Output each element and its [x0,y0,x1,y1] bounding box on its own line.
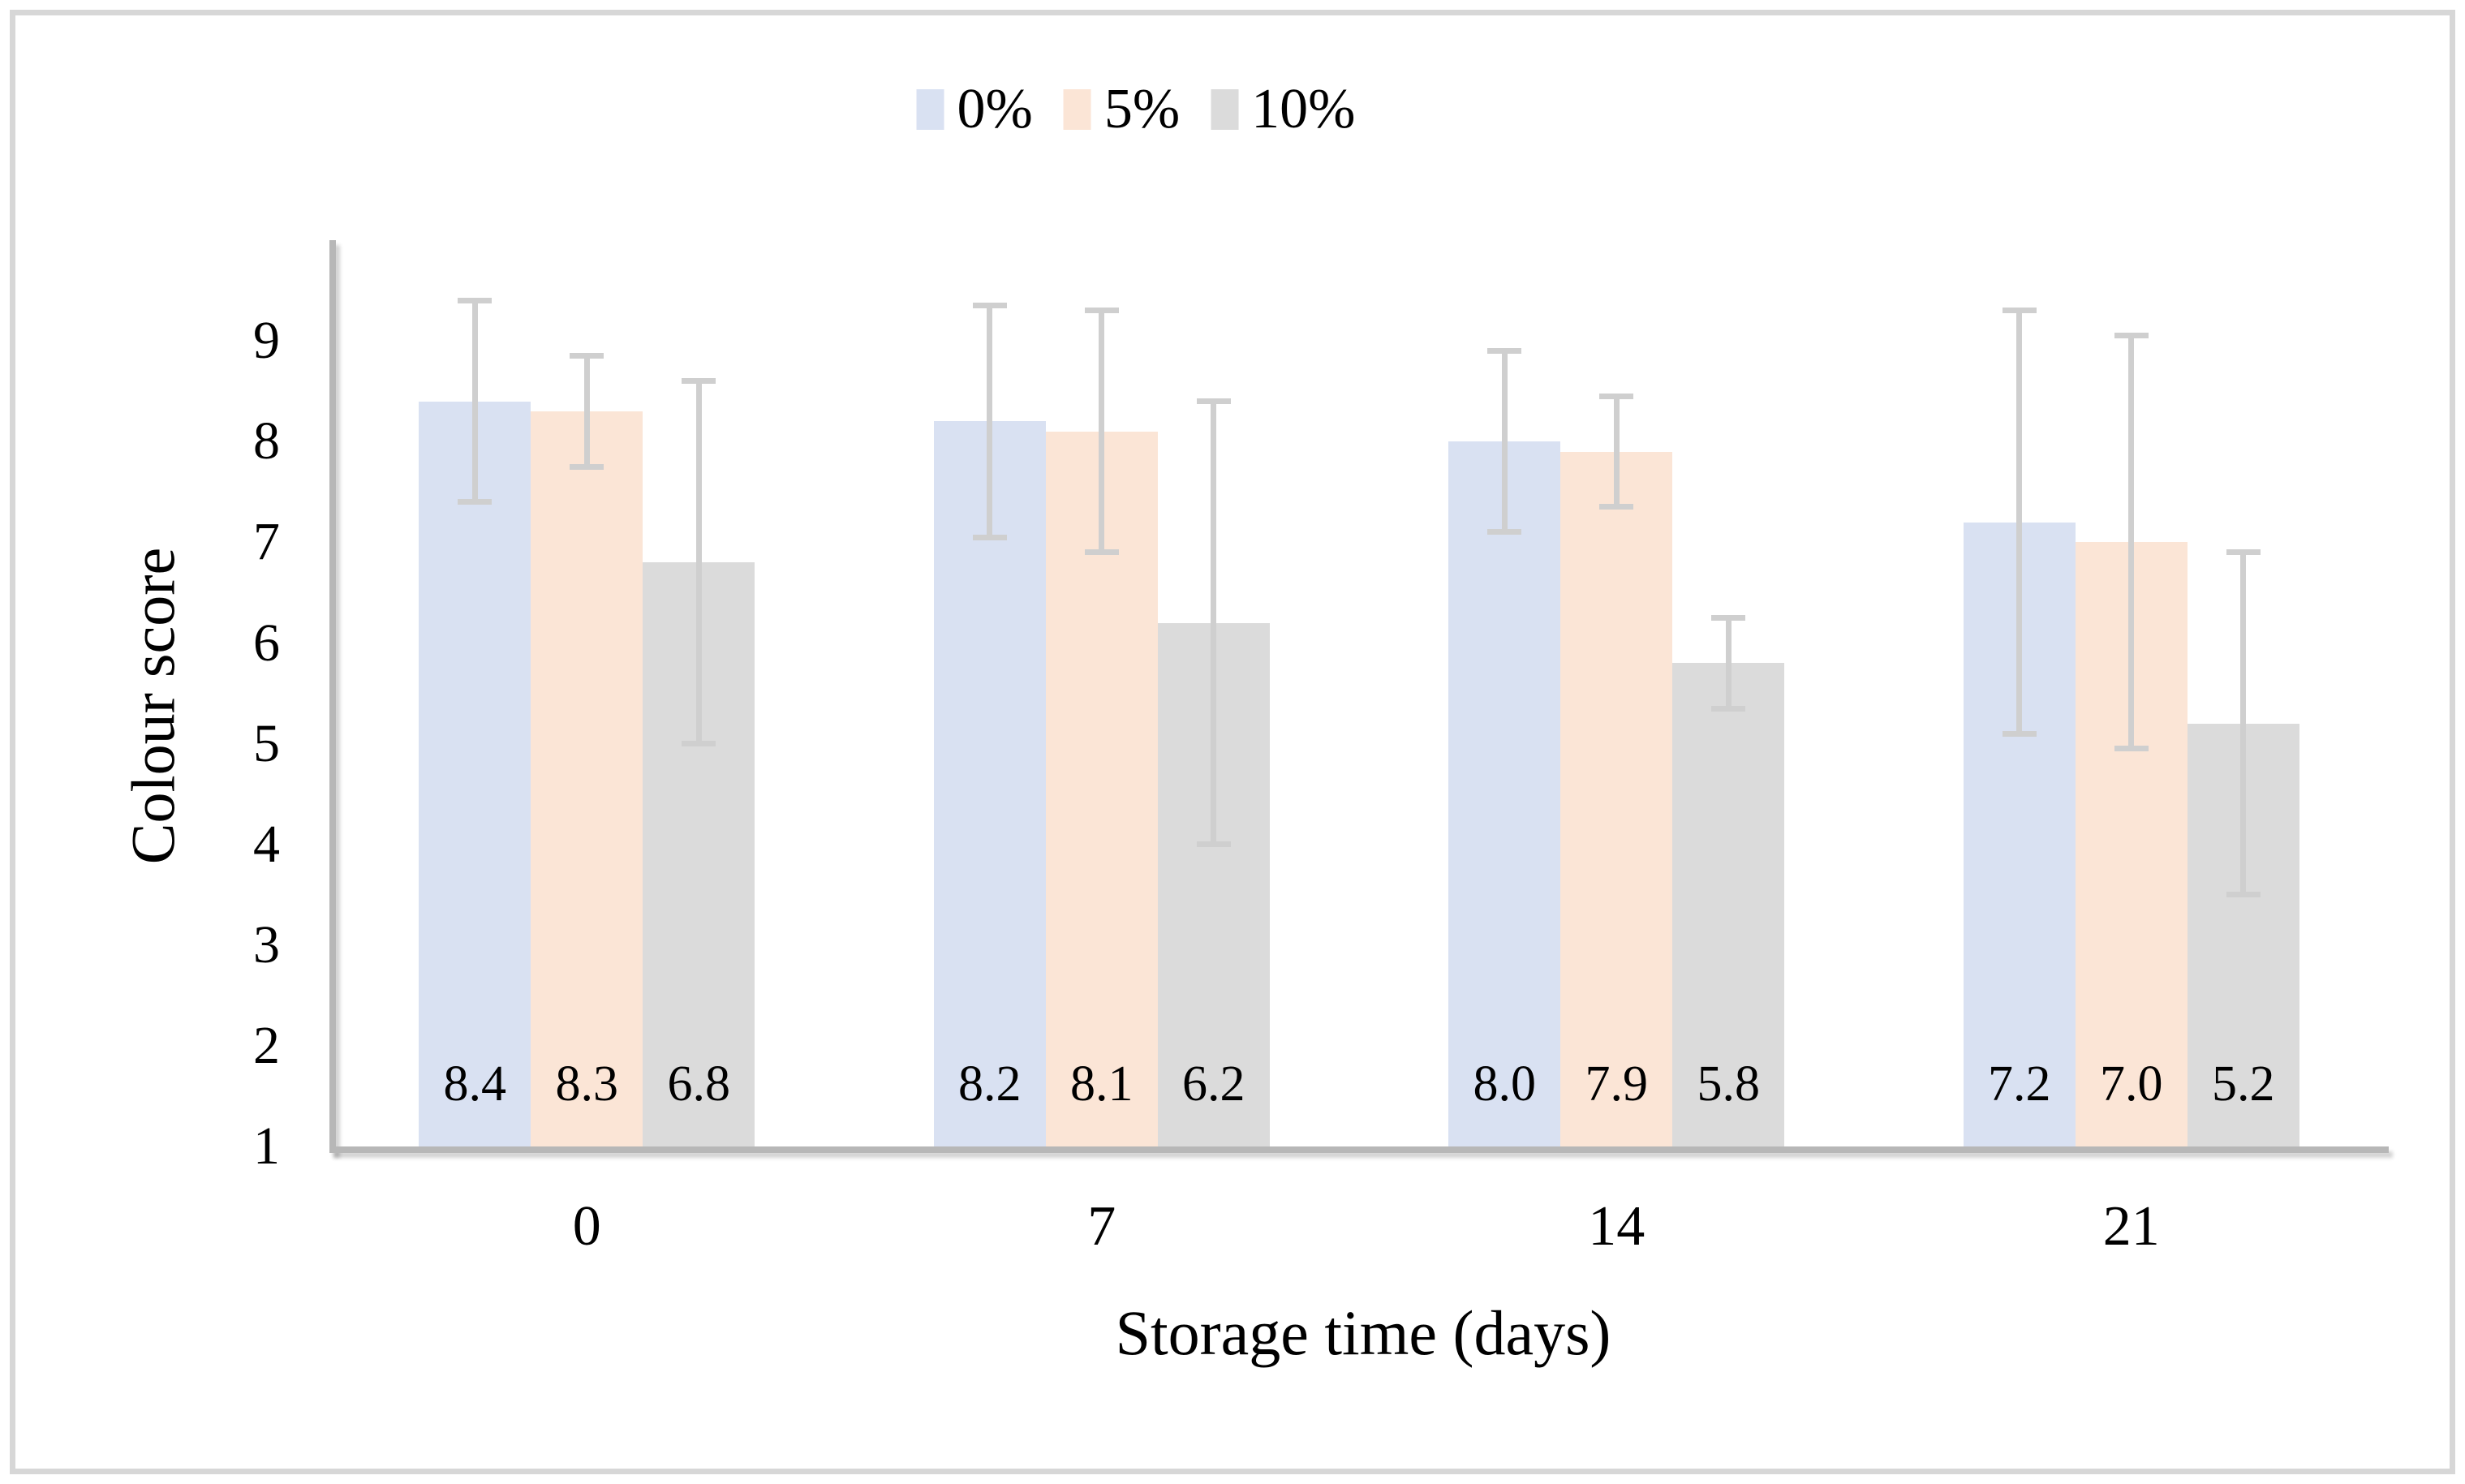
error-bar-0%-day0 [471,300,478,502]
data-label-0%-day7: 8.2 [958,1056,1022,1112]
x-axis-title: Storage time (days) [1115,1297,1611,1368]
y-tick-label: 8 [253,411,280,471]
error-bar-cap [972,534,1007,540]
legend-label: 5% [1103,78,1181,140]
bar-5%-day14 [1560,451,1673,1146]
error-bar-cap [1487,529,1522,536]
y-tick-label: 3 [253,914,280,974]
error-bar-5%-day14 [1613,396,1620,507]
error-bar-cap [682,378,716,385]
x-tick-label: 14 [1588,1195,1645,1258]
y-axis-line [329,240,336,1153]
figure-border [10,10,2455,1474]
data-label-10%-day21: 5.2 [2212,1056,2275,1112]
bar-0%-day0 [419,401,531,1146]
error-bar-cap [1196,398,1231,405]
x-axis-line [329,1146,2389,1153]
legend-label: 0% [957,78,1033,140]
y-tick-label: 6 [253,613,280,673]
error-bar-cap [570,463,604,470]
legend: 0% 5% 10% [916,78,1355,140]
data-label-5%-day0: 8.3 [555,1056,619,1112]
x-tick-label: 7 [1087,1195,1116,1258]
error-bar-cap [1599,393,1634,399]
bar-0%-day7 [933,421,1046,1146]
error-bar-10%-day0 [695,381,702,744]
y-tick-label: 9 [253,311,280,371]
error-bar-cap [1196,841,1231,848]
error-bar-cap [458,499,493,505]
error-bar-cap [1084,308,1119,314]
error-bar-cap [1711,614,1746,621]
error-bar-cap [2226,549,2261,556]
error-bar-cap [2114,746,2149,752]
error-bar-cap [2002,308,2037,314]
y-tick-label: 2 [253,1015,280,1075]
data-label-0%-day14: 8.0 [1473,1056,1537,1112]
error-bar-10%-day14 [1725,617,1732,709]
error-bar-5%-day7 [1099,310,1105,553]
x-tick-label: 21 [2102,1195,2160,1258]
error-bar-cap [458,298,493,304]
legend-item-0%: 0% [916,78,1033,140]
error-bar-cap [682,741,716,747]
error-bar-10%-day7 [1211,401,1217,845]
error-bar-cap [2114,333,2149,339]
data-label-5%-day21: 7.0 [2100,1056,2163,1112]
error-bar-0%-day14 [1501,351,1508,532]
data-label-5%-day7: 8.1 [1070,1056,1134,1112]
error-bar-0%-day7 [987,305,993,538]
data-label-10%-day7: 6.2 [1182,1056,1245,1112]
legend-swatch-0% [916,89,944,130]
error-bar-cap [1599,504,1634,510]
data-label-0%-day21: 7.2 [1988,1056,2051,1112]
legend-label: 10% [1251,78,1356,140]
error-bar-cap [1084,549,1119,556]
y-tick-label: 5 [253,713,280,773]
data-label-0%-day0: 8.4 [443,1056,507,1112]
error-bar-5%-day0 [583,355,590,467]
data-label-5%-day14: 7.9 [1585,1056,1649,1112]
y-tick-label: 7 [253,512,280,572]
data-label-10%-day0: 6.8 [667,1056,731,1112]
error-bar-cap [1711,705,1746,712]
bar-5%-day0 [531,411,643,1146]
error-bar-cap [570,353,604,359]
data-label-10%-day14: 5.8 [1697,1056,1761,1112]
error-bar-cap [1487,348,1522,355]
legend-item-10%: 10% [1211,81,1355,138]
error-bar-cap [2002,730,2037,737]
bar-10%-day14 [1672,663,1785,1146]
error-bar-5%-day21 [2128,335,2135,749]
error-bar-10%-day21 [2240,552,2247,895]
error-bar-cap [2226,892,2261,898]
error-bar-0%-day21 [2016,310,2023,734]
y-tick-label: 1 [253,1116,280,1176]
bar-0%-day14 [1448,441,1561,1146]
x-tick-label: 0 [572,1195,601,1258]
legend-swatch-10% [1211,89,1239,130]
legend-swatch-5% [1063,89,1091,130]
y-tick-label: 4 [253,814,280,874]
error-bar-cap [972,303,1007,309]
legend-item-5%: 5% [1063,78,1181,140]
